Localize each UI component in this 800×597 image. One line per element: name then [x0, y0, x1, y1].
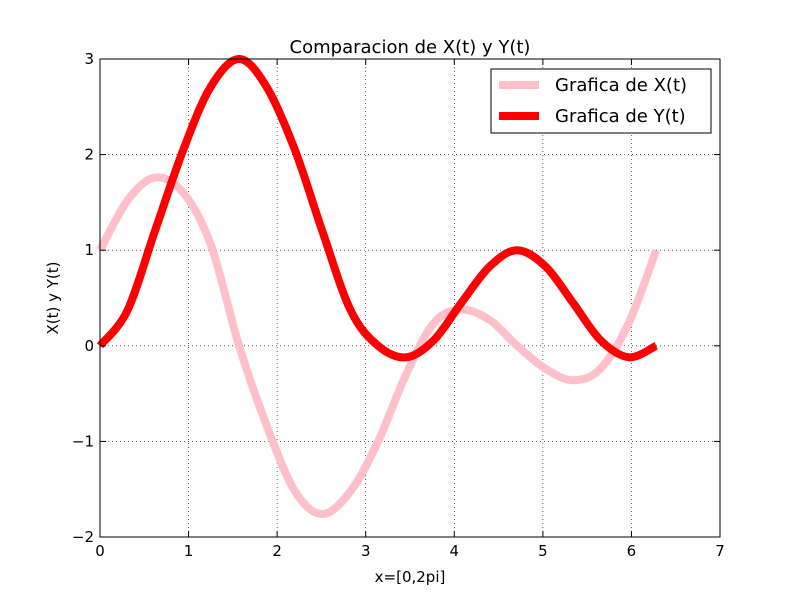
- x-tick-label: 2: [272, 542, 282, 560]
- y-tick-label: −2: [72, 528, 94, 546]
- legend: Grafica de X(t) Grafica de Y(t): [490, 68, 712, 134]
- x-tick-label: 3: [361, 542, 371, 560]
- x-tick-label: 7: [715, 542, 725, 560]
- chart-title: Comparacion de X(t) y Y(t): [290, 37, 531, 58]
- y-tick-label: 3: [84, 50, 94, 68]
- x-tick-label: 5: [538, 542, 548, 560]
- y-axis-label: X(t) y Y(t): [44, 261, 62, 334]
- series-line-x: [96, 173, 660, 519]
- plot-lines: [96, 55, 660, 519]
- legend-label: Grafica de Y(t): [555, 106, 686, 127]
- x-tick-label: 6: [627, 542, 637, 560]
- y-tick-label: 0: [84, 337, 94, 355]
- y-tick-label: −1: [72, 432, 94, 450]
- x-axis-label: x=[0,2pi]: [375, 568, 446, 586]
- legend-box: [490, 68, 712, 134]
- series-line-y: [96, 55, 659, 362]
- ticks: 0 1 2 3 4 5 6 7 −2 −1 0 1 2 3: [72, 50, 725, 560]
- x-tick-label: 4: [450, 542, 460, 560]
- y-tick-label: 2: [84, 146, 94, 164]
- legend-label: Grafica de X(t): [555, 75, 687, 96]
- y-tick-label: 1: [84, 241, 94, 259]
- plot-frame: [99, 58, 721, 538]
- x-tick-label: 0: [95, 542, 105, 560]
- x-tick-label: 1: [184, 542, 194, 560]
